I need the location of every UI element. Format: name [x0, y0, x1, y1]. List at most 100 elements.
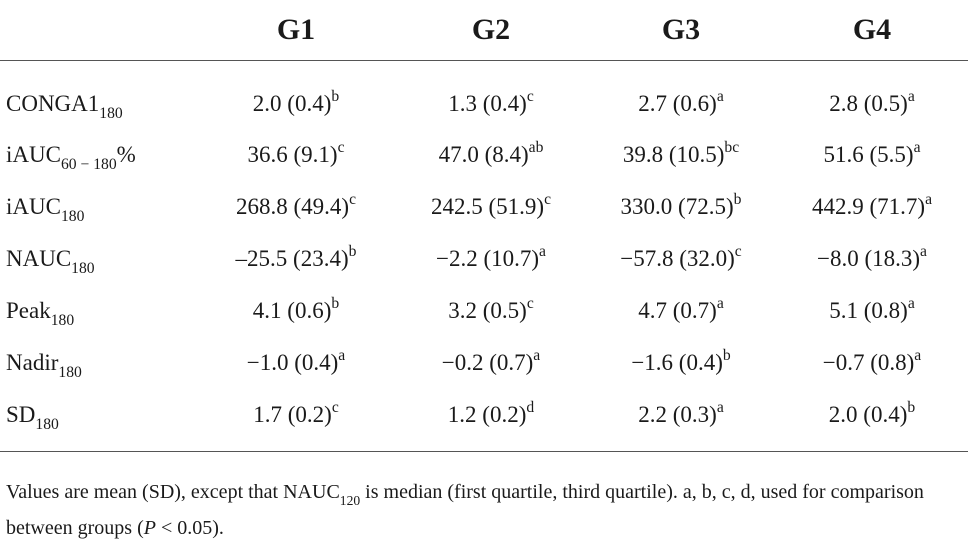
table-cell-g4: 2.0 (0.4)b	[776, 389, 968, 452]
cell-value: 2.0 (0.4)	[828, 402, 908, 427]
cell-value: −1.0 (0.4)	[246, 350, 339, 375]
table-cell-g1: –25.5 (23.4)b	[196, 233, 396, 285]
cell-value: 442.9 (71.7)	[811, 194, 926, 219]
cell-significance-letter: a	[716, 87, 724, 105]
cell-significance-letter: a	[533, 346, 541, 364]
row-label-suffix: %	[116, 142, 136, 167]
cell-value: 330.0 (72.5)	[620, 194, 734, 219]
cell-value: 2.2 (0.3)	[638, 402, 717, 427]
cell-significance-letter: a	[907, 87, 915, 105]
cell-value: −0.7 (0.8)	[822, 350, 915, 375]
cell-significance-letter: a	[925, 190, 932, 208]
header-g4: G4	[776, 0, 968, 61]
cell-value: 242.5 (51.9)	[430, 194, 545, 219]
cell-significance-letter: b	[331, 294, 340, 312]
cell-value: 47.0 (8.4)	[438, 142, 529, 167]
cell-value: 268.8 (49.4)	[235, 194, 350, 219]
cell-value: −0.2 (0.7)	[441, 350, 534, 375]
table-cell-g4: 2.8 (0.5)a	[776, 61, 968, 130]
results-table: G1 G2 G3 G4 CONGA1180 2.0 (0.4)b 1.3 (0.4)…	[0, 0, 968, 452]
table-cell-g3: 2.7 (0.6)a	[586, 61, 776, 130]
cell-value: 36.6 (9.1)	[247, 142, 338, 167]
row-label-subscript: 180	[35, 416, 59, 434]
cell-value: 4.1 (0.6)	[252, 298, 332, 323]
table-cell-g1: −1.0 (0.4)a	[196, 337, 396, 389]
table-cell-g4: −8.0 (18.3)a	[776, 233, 968, 285]
cell-value: 1.3 (0.4)	[448, 91, 527, 116]
cell-significance-letter: b	[722, 346, 731, 364]
table-row: Nadir180 −1.0 (0.4)a −0.2 (0.7)a −1.6 (0.4)…	[0, 337, 968, 389]
footnote-text-3: < 0.05).	[155, 517, 224, 539]
table-cell-g2: 3.2 (0.5)c	[396, 285, 586, 337]
cell-significance-letter: a	[907, 294, 915, 312]
footnote-p-symbol: P	[143, 517, 156, 539]
header-g3: G3	[586, 0, 776, 61]
row-label: NAUC180	[0, 233, 196, 285]
row-label: iAUC180	[0, 181, 196, 233]
row-label-subscript: 180	[58, 364, 82, 382]
table-cell-g1: 4.1 (0.6)b	[196, 285, 396, 337]
table-row: iAUC60 − 180% 36.6 (9.1)c 47.0 (8.4)ab 39.8…	[0, 129, 968, 181]
cell-significance-letter: b	[331, 87, 340, 105]
cell-significance-letter: c	[337, 138, 345, 156]
cell-value: −57.8 (32.0)	[620, 246, 735, 271]
row-label-subscript: 180	[99, 105, 123, 123]
cell-significance-letter: c	[526, 87, 534, 105]
table-cell-g2: −2.2 (10.7)a	[396, 233, 586, 285]
cell-value: 5.1 (0.8)	[829, 298, 908, 323]
cell-significance-letter: ab	[528, 138, 544, 156]
row-label-subscript: 180	[50, 312, 75, 330]
row-label-subscript: 180	[60, 208, 85, 226]
cell-value: 3.2 (0.5)	[448, 298, 527, 323]
row-label: iAUC60 − 180%	[0, 129, 196, 181]
table-cell-g1: 1.7 (0.2)c	[196, 389, 396, 452]
cell-value: 2.8 (0.5)	[829, 91, 908, 116]
table-cell-g2: 47.0 (8.4)ab	[396, 129, 586, 181]
cell-value: 4.7 (0.7)	[638, 298, 717, 323]
row-label: SD180	[0, 389, 196, 452]
row-label-base: Nadir	[6, 350, 59, 375]
cell-significance-letter: a	[920, 242, 927, 260]
table-cell-g1: 2.0 (0.4)b	[196, 61, 396, 130]
table-cell-g3: 4.7 (0.7)a	[586, 285, 776, 337]
cell-significance-letter: a	[338, 346, 346, 364]
cell-significance-letter: bc	[724, 138, 740, 156]
table-cell-g2: −0.2 (0.7)a	[396, 337, 586, 389]
table-cell-g1: 36.6 (9.1)c	[196, 129, 396, 181]
row-label-base: iAUC	[6, 142, 61, 167]
cell-value: −8.0 (18.3)	[817, 246, 921, 271]
table-cell-g4: 442.9 (71.7)a	[776, 181, 968, 233]
cell-significance-letter: a	[716, 294, 724, 312]
table-cell-g2: 242.5 (51.9)c	[396, 181, 586, 233]
cell-value: 1.7 (0.2)	[253, 402, 332, 427]
table-cell-g4: −0.7 (0.8)a	[776, 337, 968, 389]
cell-value: −2.2 (10.7)	[436, 246, 540, 271]
row-label-base: NAUC	[6, 246, 72, 271]
table-row: SD180 1.7 (0.2)c 1.2 (0.2)d 2.2 (0.3)a 2.0 (…	[0, 389, 968, 452]
row-label-base: Peak	[6, 298, 51, 323]
table-cell-g3: 2.2 (0.3)a	[586, 389, 776, 452]
cell-significance-letter: b	[348, 242, 357, 260]
table-footnote: Values are mean (SD), except that NAUC12…	[6, 474, 956, 546]
cell-significance-letter: a	[913, 138, 921, 156]
cell-significance-letter: c	[331, 398, 339, 416]
table-cell-g3: 330.0 (72.5)b	[586, 181, 776, 233]
table-cell-g3: −1.6 (0.4)b	[586, 337, 776, 389]
table-cell-g3: −57.8 (32.0)c	[586, 233, 776, 285]
cell-significance-letter: c	[544, 190, 551, 208]
footnote-text-2: is median (first quartile, third quartil…	[6, 481, 924, 539]
table-row: iAUC180 268.8 (49.4)c 242.5 (51.9)c 330.0 (…	[0, 181, 968, 233]
cell-value: 2.7 (0.6)	[638, 91, 717, 116]
header-blank	[0, 0, 196, 61]
header-row: G1 G2 G3 G4	[0, 0, 968, 61]
row-label: Peak180	[0, 285, 196, 337]
cell-significance-letter: b	[907, 398, 916, 416]
table-cell-g3: 39.8 (10.5)bc	[586, 129, 776, 181]
cell-value: −1.6 (0.4)	[631, 350, 723, 375]
header-g1: G1	[196, 0, 396, 61]
table-body: CONGA1180 2.0 (0.4)b 1.3 (0.4)c 2.7 (0.6)a 2…	[0, 61, 968, 452]
cell-significance-letter: c	[349, 190, 356, 208]
cell-significance-letter: c	[734, 242, 742, 260]
row-label-subscript: 60 − 180	[60, 156, 117, 174]
table-cell-g2: 1.2 (0.2)d	[396, 389, 586, 452]
